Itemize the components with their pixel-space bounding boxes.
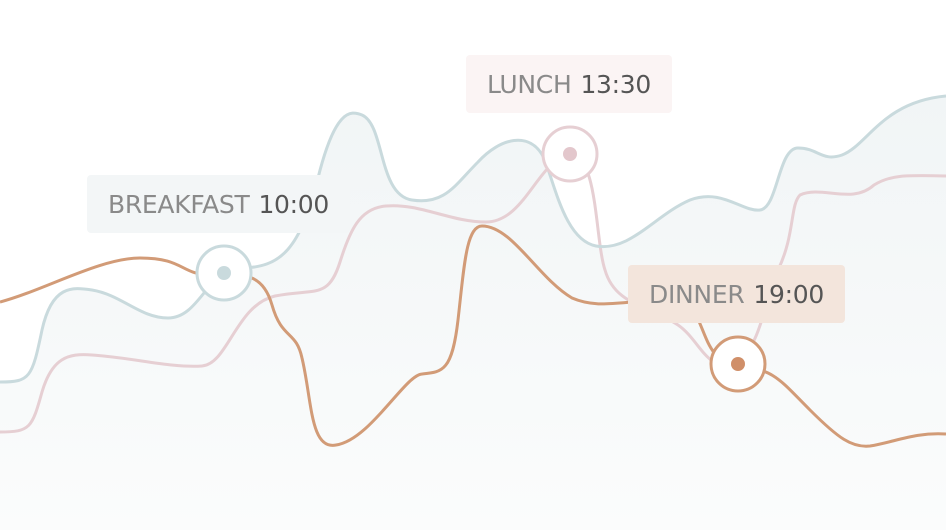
dinner-label-time: 19:00 xyxy=(753,279,824,309)
dinner-label-name: DINNER xyxy=(649,279,745,309)
lunch-label-name: LUNCH xyxy=(487,69,572,99)
breakfast-label: BREAKFAST 10:00 xyxy=(87,175,350,233)
lunch-marker[interactable] xyxy=(541,125,599,183)
dinner-label: DINNER 19:00 xyxy=(628,265,845,323)
dinner-marker-dot xyxy=(731,357,745,371)
lunch-marker-dot xyxy=(563,147,577,161)
breakfast-label-name: BREAKFAST xyxy=(108,189,250,219)
lunch-wave-line xyxy=(0,152,946,434)
breakfast-label-time: 10:00 xyxy=(258,189,329,219)
lunch-label: LUNCH 13:30 xyxy=(466,55,672,113)
lunch-label-time: 13:30 xyxy=(580,69,651,99)
breakfast-marker-dot xyxy=(217,266,231,280)
wave-area-fill xyxy=(0,96,946,530)
dinner-marker[interactable] xyxy=(709,335,767,393)
breakfast-wave-line xyxy=(0,94,946,384)
breakfast-marker[interactable] xyxy=(195,244,253,302)
